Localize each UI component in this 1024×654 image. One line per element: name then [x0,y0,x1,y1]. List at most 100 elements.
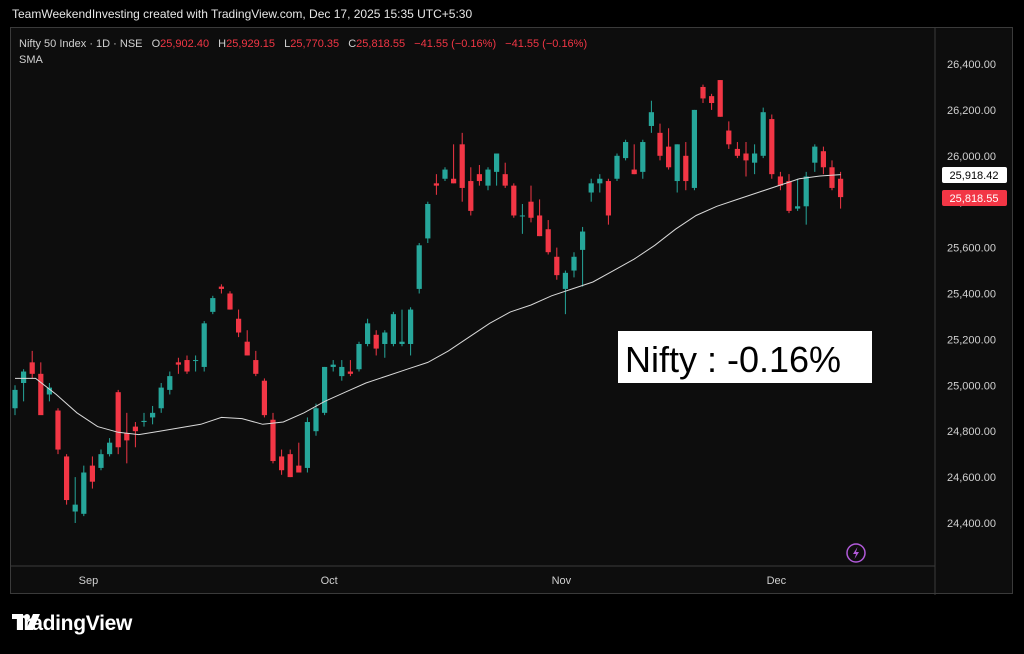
candle [571,252,577,278]
candle-body [296,465,302,473]
candle [218,284,224,294]
candle [98,449,104,471]
candle-body [46,387,52,395]
candle-body [511,185,517,216]
candle [683,142,689,191]
candle-body [666,146,672,168]
candle [141,412,147,427]
candle-body [717,80,723,117]
candle-body [838,178,844,198]
candle [158,383,164,413]
candle [726,121,732,149]
candle-body [597,178,603,184]
candle [339,360,345,381]
candle [554,247,560,280]
candle [81,465,87,517]
price-axis[interactable]: 26,400.0026,200.0026,000.0025,800.0025,6… [947,59,996,530]
candle [261,378,267,418]
candle-body [786,181,792,211]
svg-text:25,918.42: 25,918.42 [950,170,999,182]
lightning-icon[interactable] [846,543,866,563]
candle-body [158,387,164,409]
indicator-label-sma[interactable]: SMA [19,54,44,66]
candle-body [313,408,319,432]
candle [537,199,543,237]
candle [313,403,319,436]
candle-body [339,366,345,377]
candle [38,362,44,416]
candle-body [709,96,715,104]
candle-body [330,364,336,367]
candle-body [674,144,680,182]
candle-body [64,456,70,501]
price-chart[interactable]: Nifty 50 Index · 1D · NSE O25,902.40 H25… [11,28,1014,595]
candle-body [270,419,276,462]
candle-body [580,231,586,250]
candle [648,100,654,133]
candle [769,114,775,179]
candle-body [451,178,457,184]
candle [657,123,663,161]
candle [614,153,620,182]
candle-body [132,426,138,432]
time-tick-label: Sep [79,575,99,587]
candle-body [253,360,259,374]
candle [640,139,646,179]
candle-body [734,148,740,156]
candle [184,355,190,374]
candle-body [829,167,835,188]
candle-body [795,206,801,209]
chart-panel[interactable]: Nifty 50 Index · 1D · NSE O25,902.40 H25… [10,27,1014,595]
candle [459,132,465,202]
candle-body [433,183,439,186]
candle-body [476,174,482,182]
candle [519,203,525,234]
candle-body [141,420,147,423]
candle-body [218,286,224,289]
candle-body [81,472,87,514]
candle-body [459,144,465,188]
candle-body [769,119,775,175]
candle-body [167,376,173,390]
sma-price-label: 25,918.42 [942,167,1007,183]
candle-body [408,309,414,344]
candle-body [399,341,405,344]
time-tick-label: Nov [552,575,572,587]
candle [201,321,207,372]
candle [433,174,439,195]
candle [709,93,715,110]
candle-body [261,380,267,416]
legend-low-value: 25,770.35 [290,38,339,50]
time-tick-label: Oct [321,575,338,587]
candle-body [210,298,216,312]
candle [373,330,379,356]
candle-body [236,318,242,333]
candle-body [21,371,27,384]
tradingview-brand: TradingView [12,612,132,636]
candle-body [98,454,104,468]
legend-open-value: 25,902.40 [160,38,209,50]
candle [210,295,216,315]
legend-open-label: O [152,38,161,50]
candle [623,139,629,161]
candle [502,162,508,188]
price-tick-label: 25,400.00 [947,289,996,301]
annotation-text: Nifty : -0.16% [625,339,841,380]
candle-body [537,215,543,237]
candle [21,369,27,402]
candle-body [648,112,654,126]
candle [838,171,844,209]
legend-high-value: 25,929.15 [226,38,275,50]
time-axis[interactable]: Sep Oct Nov Dec [79,575,787,587]
candle [64,454,70,505]
price-tick-label: 25,600.00 [947,243,996,255]
candle [347,360,353,377]
price-tick-label: 24,400.00 [947,518,996,530]
candle [55,408,61,455]
candle [451,144,457,184]
candle [588,178,594,202]
candle [107,438,113,457]
candle-body [760,112,766,156]
candle-body [201,323,207,367]
candle-body [777,176,783,186]
